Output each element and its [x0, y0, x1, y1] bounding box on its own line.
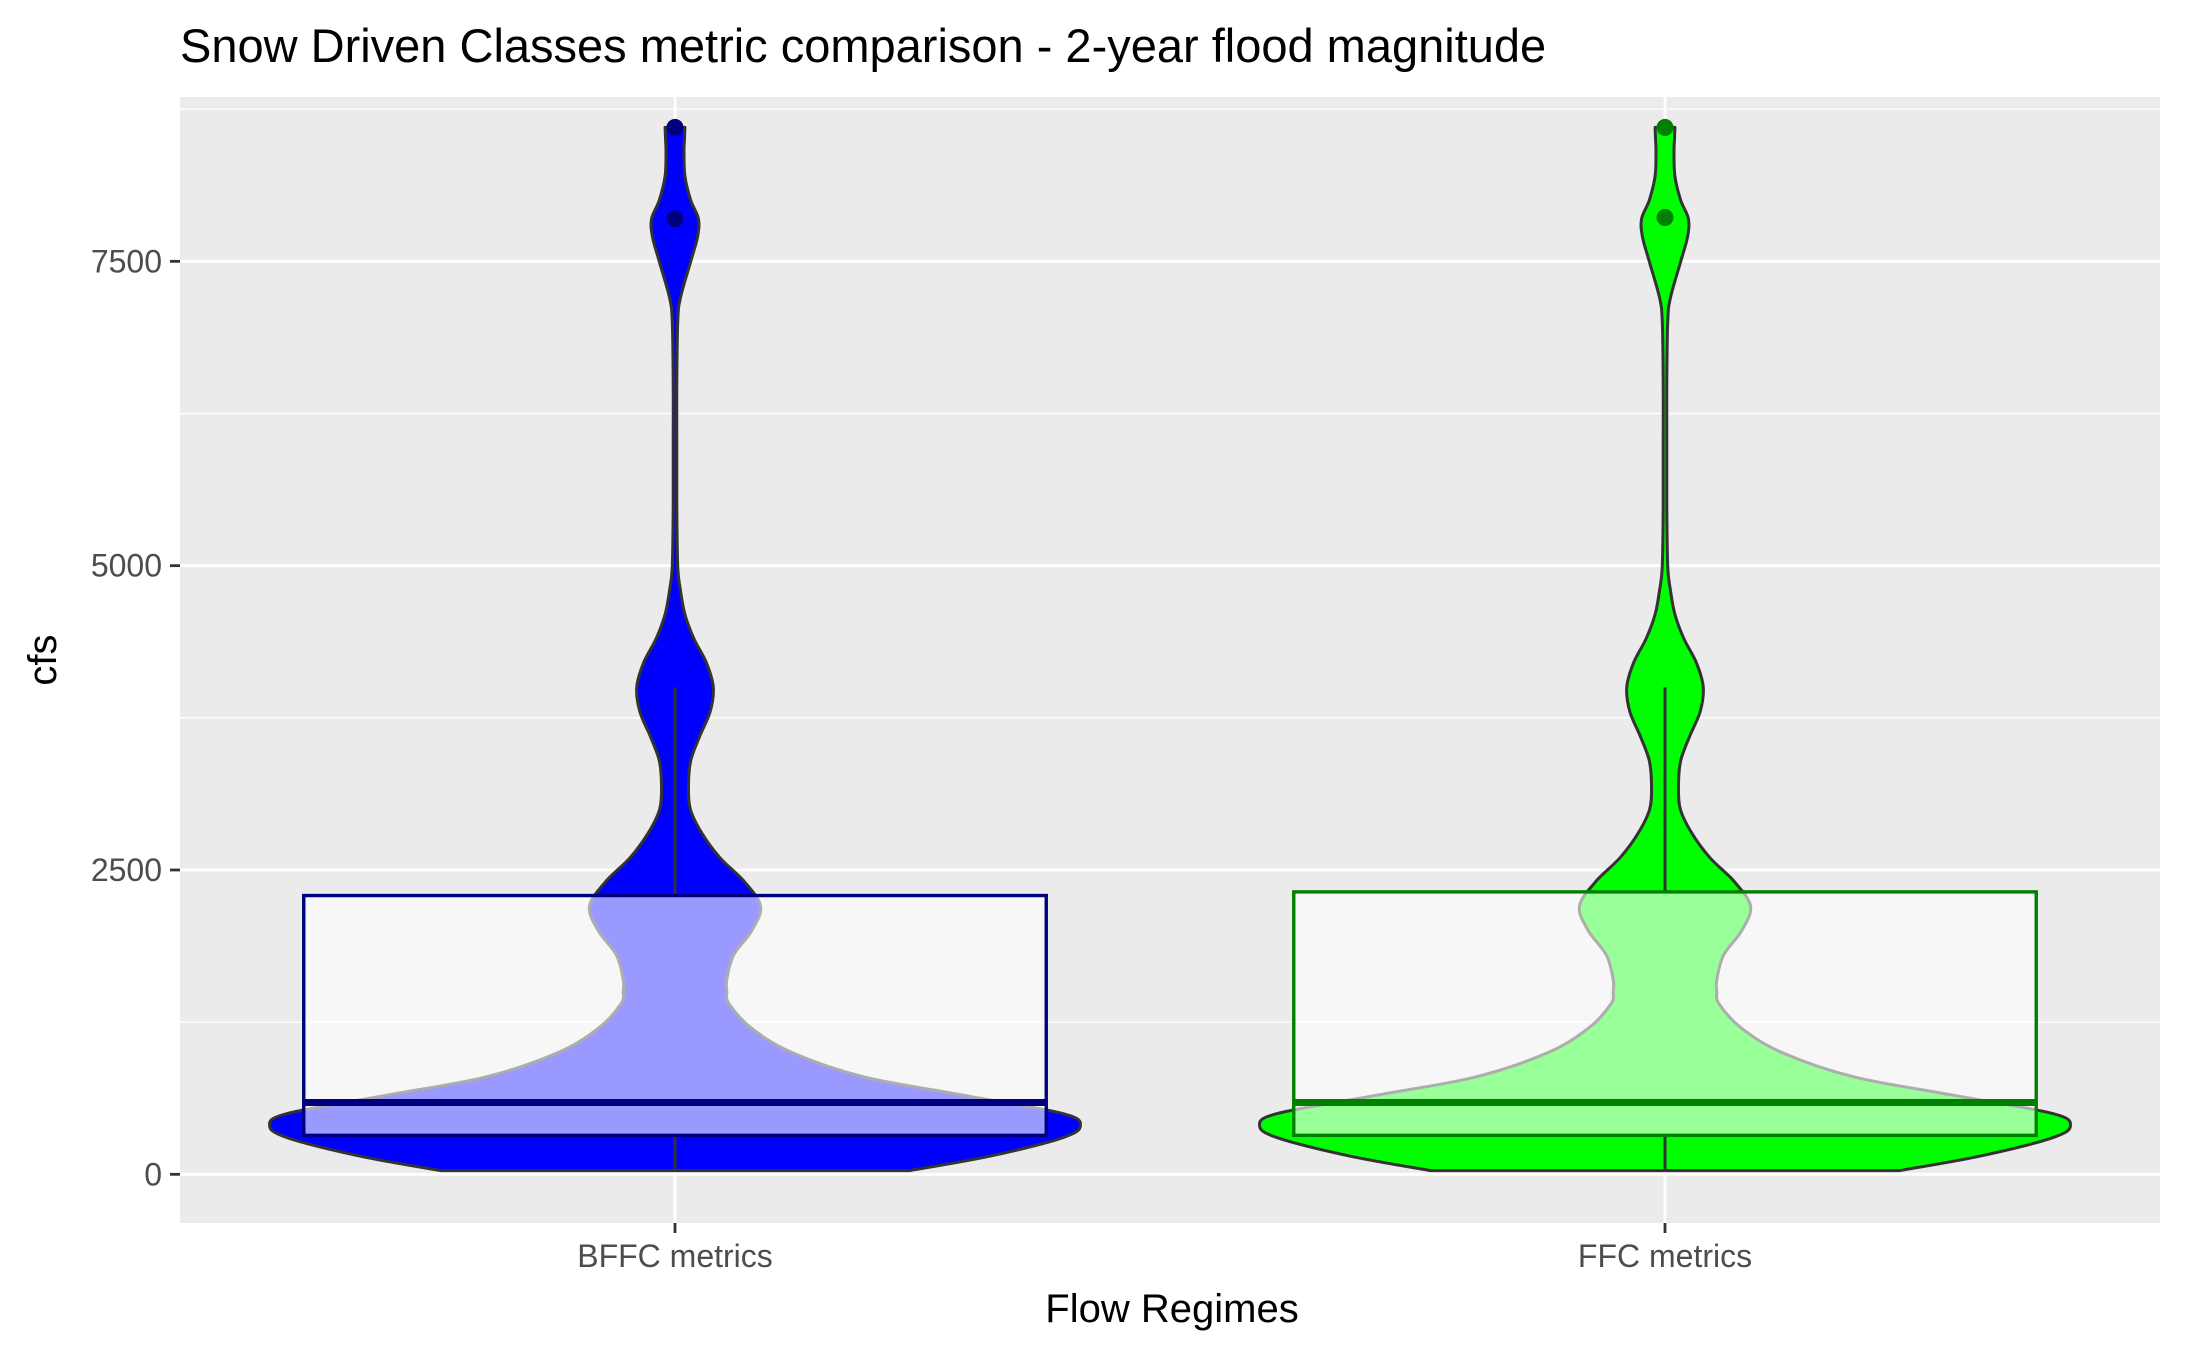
box-2: [1292, 890, 2038, 1138]
y-tick-label: 2500: [91, 852, 162, 888]
x-axis: BFFC metrics FFC metrics: [577, 1223, 1752, 1274]
x-tick-label: BFFC metrics: [577, 1238, 773, 1274]
y-tick-label: 7500: [91, 243, 162, 279]
outlier-point-2-2: [1656, 118, 1674, 136]
x-axis-title: Flow Regimes: [1045, 1287, 1298, 1331]
outliers: [666, 118, 1674, 228]
y-tick-label: 0: [144, 1156, 162, 1192]
box-1: [302, 893, 1048, 1138]
outlier-point-1-2: [666, 118, 684, 136]
y-axis: 0 2500 5000 7500: [91, 243, 180, 1192]
boxplots: [302, 687, 2038, 1171]
x-tick-label: FFC metrics: [1578, 1238, 1752, 1274]
chart-title: Snow Driven Classes metric comparison - …: [180, 19, 1546, 72]
y-axis-title: cfs: [21, 634, 65, 685]
outlier-point-2-1: [1656, 209, 1674, 227]
outlier-point-1-1: [666, 210, 684, 228]
y-tick-label: 5000: [91, 548, 162, 584]
